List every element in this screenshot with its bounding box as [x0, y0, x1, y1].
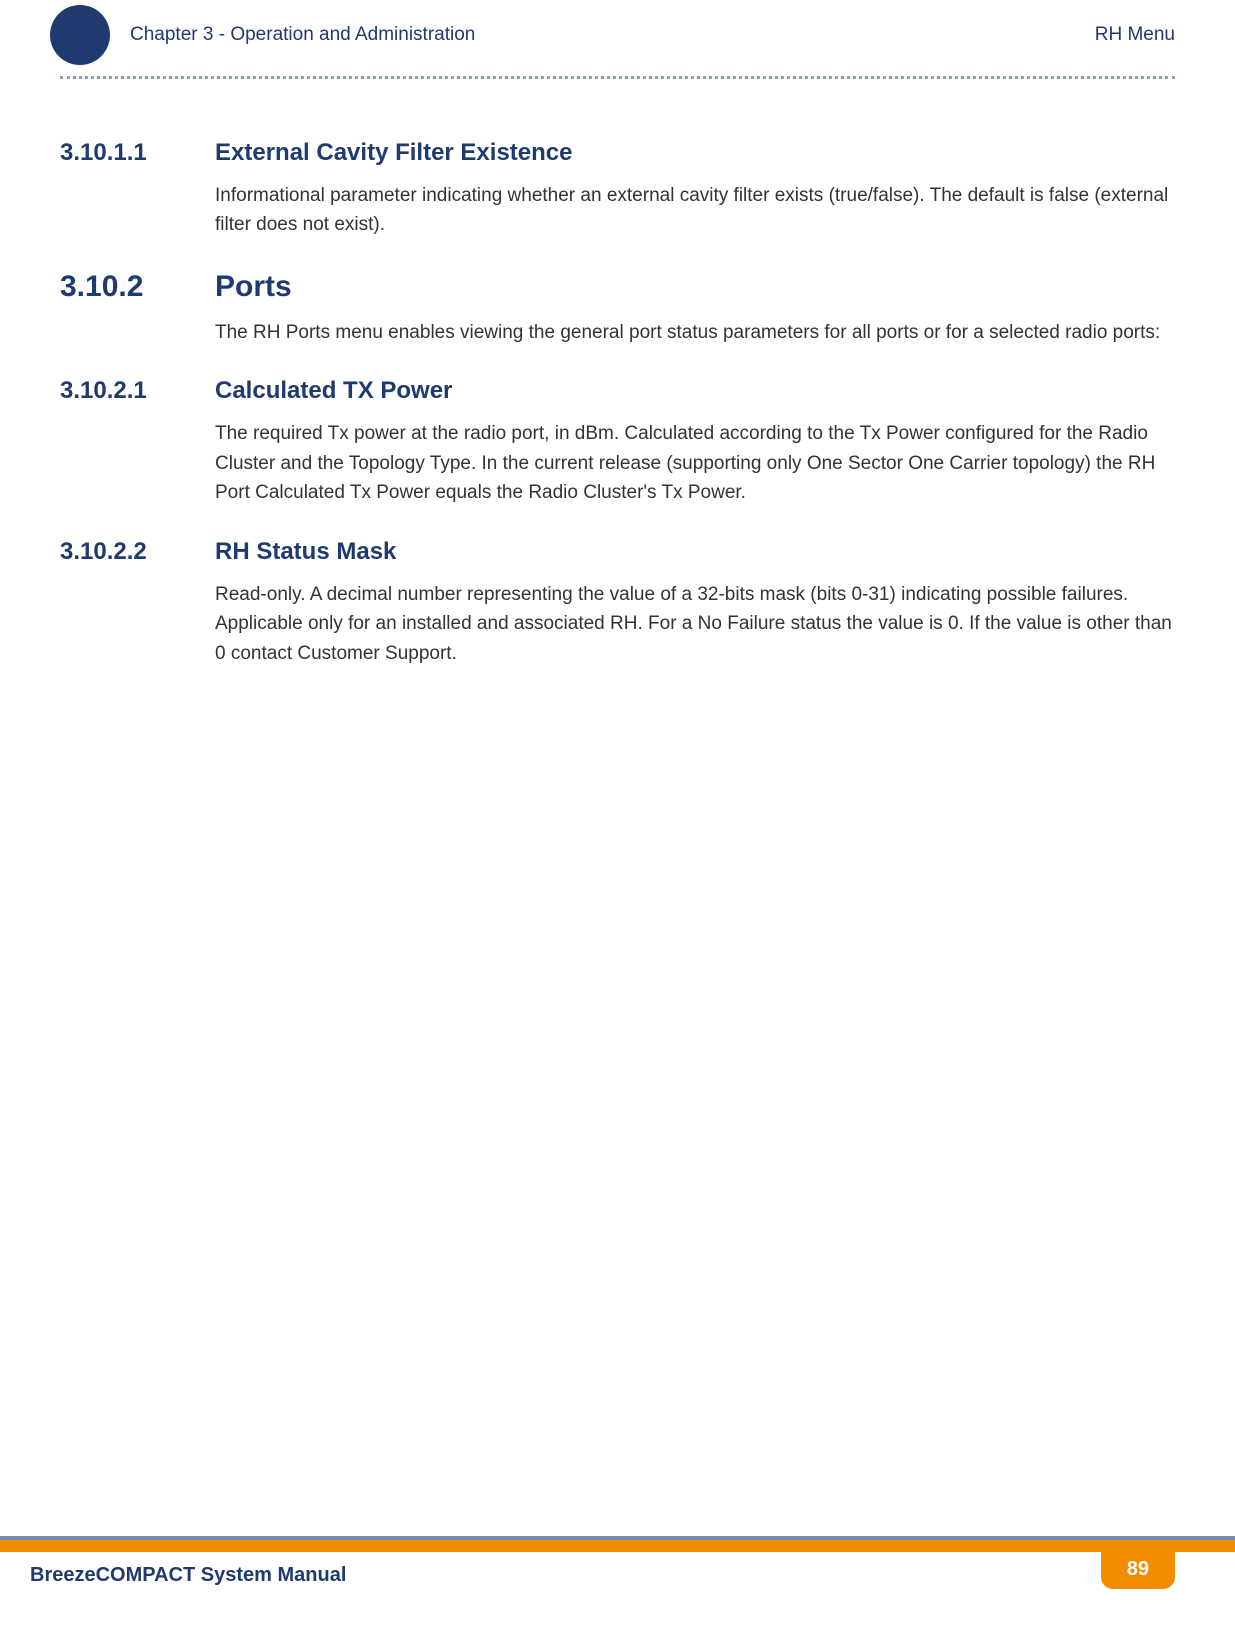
section-number: 3.10.2 [60, 270, 215, 355]
section-3-10-2: 3.10.2 Ports The RH Ports menu enables v… [60, 270, 1175, 355]
section-paragraph: The required Tx power at the radio port,… [215, 419, 1175, 507]
section-number: 3.10.2.1 [60, 377, 215, 515]
document-page: Chapter 3 - Operation and Administration… [0, 0, 1235, 1639]
chapter-label: Chapter 3 - Operation and Administration [130, 24, 475, 46]
section-number: 3.10.2.2 [60, 538, 215, 676]
header-divider-dotted [60, 76, 1175, 79]
section-paragraph: Read-only. A decimal number representing… [215, 580, 1175, 668]
section-body: External Cavity Filter Existence Informa… [215, 139, 1175, 248]
footer-row: BreezeCOMPACT System Manual 89 [0, 1552, 1235, 1589]
manual-title: BreezeCOMPACT System Manual [30, 1564, 346, 1587]
section-paragraph: Informational parameter indicating wheth… [215, 181, 1175, 240]
section-3-10-2-2: 3.10.2.2 RH Status Mask Read-only. A dec… [60, 538, 1175, 676]
page-number-badge: 89 [1101, 1550, 1175, 1589]
menu-label: RH Menu [1095, 24, 1175, 46]
section-title: RH Status Mask [215, 538, 1175, 566]
section-paragraph: The RH Ports menu enables viewing the ge… [215, 318, 1175, 347]
chapter-marker-circle [50, 5, 110, 65]
section-3-10-1-1: 3.10.1.1 External Cavity Filter Existenc… [60, 139, 1175, 248]
section-title: External Cavity Filter Existence [215, 139, 1175, 167]
page-header: Chapter 3 - Operation and Administration… [60, 0, 1175, 70]
footer-bar-thick [0, 1540, 1235, 1552]
section-body: RH Status Mask Read-only. A decimal numb… [215, 538, 1175, 676]
section-number: 3.10.1.1 [60, 139, 215, 248]
page-footer: BreezeCOMPACT System Manual 89 [0, 1536, 1235, 1589]
section-body: Calculated TX Power The required Tx powe… [215, 377, 1175, 515]
section-title: Calculated TX Power [215, 377, 1175, 405]
section-3-10-2-1: 3.10.2.1 Calculated TX Power The require… [60, 377, 1175, 515]
section-title: Ports [215, 270, 1175, 304]
section-body: Ports The RH Ports menu enables viewing … [215, 270, 1175, 355]
